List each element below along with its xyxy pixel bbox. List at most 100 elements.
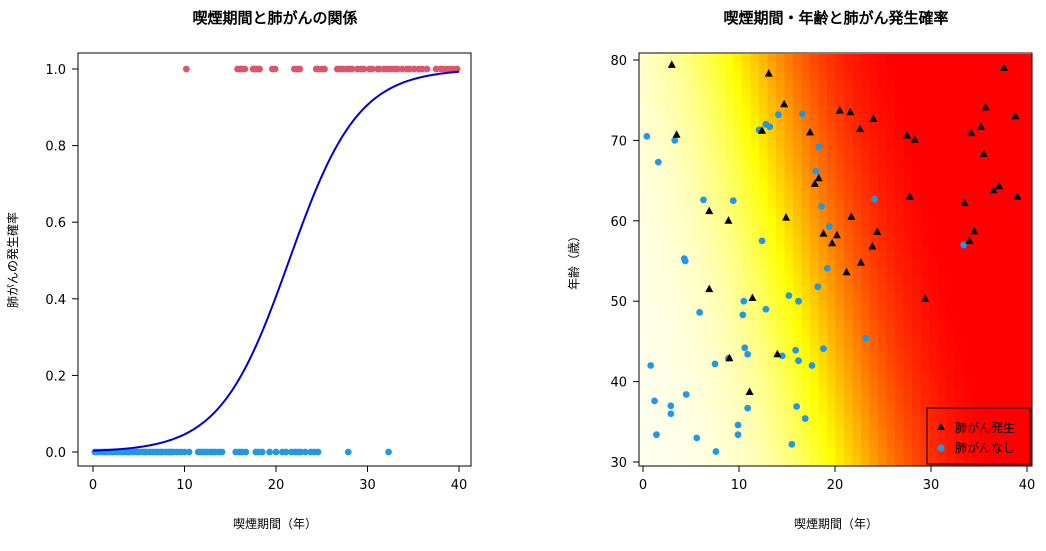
- heatmap-cell: [767, 148, 777, 158]
- heatmap-cell: [827, 199, 837, 209]
- heatmap-cell: [903, 156, 913, 166]
- heatmap-cell: [1022, 208, 1032, 218]
- heatmap-cell: [835, 148, 845, 158]
- no-cancer-point: [258, 448, 266, 456]
- heatmap-cell: [759, 199, 769, 209]
- heatmap-cell: [699, 105, 709, 115]
- heatmap-cell: [937, 447, 947, 458]
- heatmap-cell: [895, 165, 905, 175]
- heatmap-cell: [733, 319, 743, 329]
- heatmap-cell: [699, 319, 709, 329]
- heatmap-cell: [742, 439, 752, 449]
- heatmap-cell: [827, 413, 837, 423]
- heatmap-cell: [861, 396, 871, 406]
- no-cancer-point: [823, 264, 831, 272]
- heatmap-cell: [988, 345, 998, 355]
- heatmap-cell: [742, 54, 752, 64]
- right-chart-title: 喫煙期間・年齢と肺がん発生確率: [723, 9, 948, 27]
- cancer-point-triangle: [910, 135, 919, 143]
- right-x-axis-title: 喫煙期間（年）: [794, 517, 878, 531]
- heatmap-cell: [997, 96, 1007, 106]
- heatmap-cell: [912, 216, 922, 226]
- heatmap-cell: [997, 54, 1007, 64]
- heatmap-cell: [852, 199, 862, 209]
- heatmap-cell: [742, 156, 752, 166]
- heatmap-cell: [878, 362, 888, 372]
- heatmap-cell: [750, 310, 760, 321]
- heatmap-cell: [827, 96, 837, 106]
- heatmap-cell: [674, 165, 684, 175]
- cancer-point: [423, 65, 431, 73]
- heatmap-cell: [725, 233, 735, 243]
- heatmap-cell: [682, 113, 692, 124]
- heatmap-cell: [895, 362, 905, 372]
- heatmap-cell: [835, 216, 845, 226]
- heatmap-cell: [844, 156, 854, 166]
- heatmap-cell: [971, 379, 981, 389]
- heatmap-cell: [776, 122, 786, 132]
- heatmap-cell: [886, 54, 896, 64]
- cancer-point-triangle: [921, 294, 930, 302]
- heatmap-cell: [903, 387, 913, 398]
- cancer-point-triangle: [846, 107, 855, 116]
- heatmap-cell: [903, 328, 913, 338]
- heatmap-cell: [946, 148, 956, 158]
- heatmap-cell: [878, 96, 888, 106]
- heatmap-cell: [937, 62, 947, 72]
- heatmap-cell: [954, 71, 964, 81]
- heatmap-cell: [776, 131, 786, 141]
- heatmap-cell: [776, 165, 786, 175]
- heatmap-cell: [733, 156, 743, 166]
- heatmap-cell: [1022, 268, 1032, 278]
- heatmap-cell: [937, 208, 947, 218]
- heatmap-cell: [674, 225, 684, 235]
- heatmap-cell: [852, 165, 862, 175]
- heatmap-cell: [776, 362, 786, 372]
- heatmap-cell: [716, 131, 726, 141]
- left-x-axis-title: 喫煙期間（年）: [233, 517, 317, 531]
- heatmap-cell: [708, 191, 718, 201]
- heatmap-cell: [852, 302, 862, 312]
- heatmap-cell: [886, 199, 896, 209]
- heatmap-cell: [997, 250, 1007, 261]
- heatmap-cell: [869, 208, 879, 218]
- heatmap-cell: [648, 139, 658, 149]
- heatmap-cell: [852, 79, 862, 89]
- heatmap-cell: [971, 225, 981, 235]
- heatmap-cell: [997, 122, 1007, 132]
- heatmap-cell: [733, 328, 743, 338]
- heatmap-cell: [742, 233, 752, 243]
- heatmap-cell: [682, 302, 692, 312]
- heatmap-cell: [861, 422, 871, 432]
- heatmap-cell: [742, 387, 752, 398]
- heatmap-cell: [895, 88, 905, 98]
- no-cancer-point: [647, 362, 655, 369]
- heatmap-cell: [759, 250, 769, 261]
- heatmap-cell: [691, 379, 701, 389]
- heatmap-cell: [776, 208, 786, 218]
- heatmap-cell: [784, 182, 794, 192]
- heatmap-cell: [674, 293, 684, 303]
- heatmap-cell: [835, 422, 845, 432]
- right-x-tick-label: 40: [1019, 478, 1036, 493]
- heatmap-cell: [954, 396, 964, 406]
- heatmap-cell: [742, 396, 752, 406]
- heatmap-cell: [954, 336, 964, 346]
- heatmap-cell: [946, 259, 956, 269]
- heatmap-cell: [801, 405, 811, 415]
- heatmap-cell: [937, 345, 947, 355]
- heatmap-cell: [750, 208, 760, 218]
- heatmap-cell: [929, 302, 939, 312]
- heatmap-cell: [903, 113, 913, 124]
- heatmap-cell: [682, 439, 692, 449]
- heatmap-cell: [708, 268, 718, 278]
- heatmap-cell: [835, 268, 845, 278]
- no-cancer-point: [818, 202, 825, 210]
- heatmap-cell: [980, 173, 990, 184]
- heatmap-cell: [929, 113, 939, 124]
- heatmap-cell: [733, 122, 743, 132]
- heatmap-cell: [903, 293, 913, 303]
- heatmap-cell: [835, 242, 845, 252]
- heatmap-cell: [767, 336, 777, 346]
- heatmap-cell: [997, 387, 1007, 398]
